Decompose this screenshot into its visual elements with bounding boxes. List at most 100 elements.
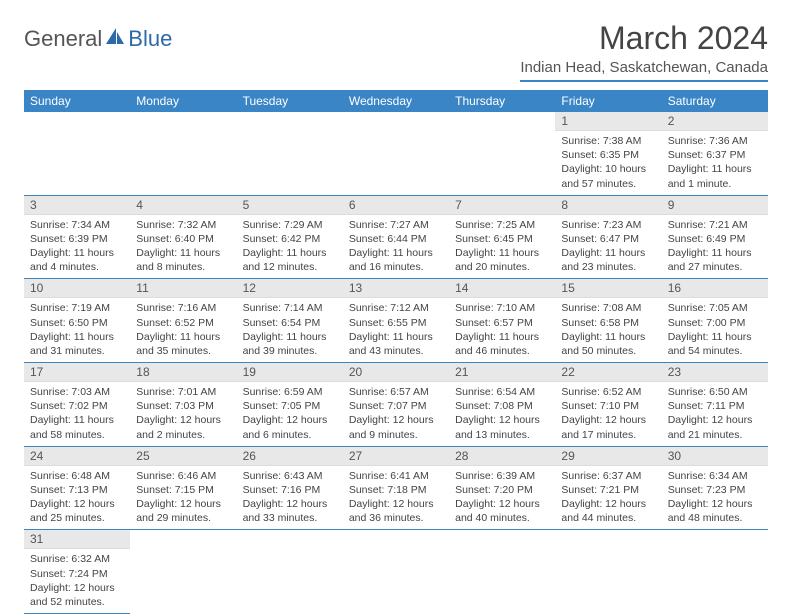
sunrise-text: Sunrise: 6:39 AM — [455, 469, 549, 483]
day-number: 21 — [449, 363, 555, 382]
daylight-text: Daylight: 12 hours and 29 minutes. — [136, 497, 230, 525]
sunset-text: Sunset: 7:15 PM — [136, 483, 230, 497]
daylight-text: Daylight: 11 hours and 16 minutes. — [349, 246, 443, 274]
sunset-text: Sunset: 7:18 PM — [349, 483, 443, 497]
day-number: 5 — [237, 196, 343, 215]
day-body: Sunrise: 6:46 AMSunset: 7:15 PMDaylight:… — [130, 466, 236, 530]
calendar-day-cell: 12Sunrise: 7:14 AMSunset: 6:54 PMDayligh… — [237, 279, 343, 363]
sunrise-text: Sunrise: 7:10 AM — [455, 301, 549, 315]
logo-text-general: General — [24, 26, 102, 52]
calendar-day-cell — [130, 112, 236, 195]
day-number: 6 — [343, 196, 449, 215]
daylight-text: Daylight: 11 hours and 8 minutes. — [136, 246, 230, 274]
daylight-text: Daylight: 12 hours and 25 minutes. — [30, 497, 124, 525]
calendar-week-row: 17Sunrise: 7:03 AMSunset: 7:02 PMDayligh… — [24, 363, 768, 447]
daylight-text: Daylight: 11 hours and 58 minutes. — [30, 413, 124, 441]
day-number: 4 — [130, 196, 236, 215]
day-number: 18 — [130, 363, 236, 382]
day-number: 13 — [343, 279, 449, 298]
day-number: 25 — [130, 447, 236, 466]
calendar-day-cell — [237, 112, 343, 195]
calendar-day-cell: 5Sunrise: 7:29 AMSunset: 6:42 PMDaylight… — [237, 195, 343, 279]
sunrise-text: Sunrise: 6:32 AM — [30, 552, 124, 566]
daylight-text: Daylight: 12 hours and 13 minutes. — [455, 413, 549, 441]
weekday-header: Thursday — [449, 90, 555, 112]
day-body: Sunrise: 6:59 AMSunset: 7:05 PMDaylight:… — [237, 382, 343, 446]
sunrise-text: Sunrise: 7:05 AM — [668, 301, 762, 315]
day-body: Sunrise: 7:14 AMSunset: 6:54 PMDaylight:… — [237, 298, 343, 362]
day-number: 7 — [449, 196, 555, 215]
calendar-day-cell: 27Sunrise: 6:41 AMSunset: 7:18 PMDayligh… — [343, 446, 449, 530]
day-body: Sunrise: 7:29 AMSunset: 6:42 PMDaylight:… — [237, 215, 343, 279]
weekday-header: Monday — [130, 90, 236, 112]
daylight-text: Daylight: 12 hours and 40 minutes. — [455, 497, 549, 525]
sunset-text: Sunset: 6:42 PM — [243, 232, 337, 246]
sunset-text: Sunset: 6:37 PM — [668, 148, 762, 162]
sunrise-text: Sunrise: 6:54 AM — [455, 385, 549, 399]
day-body: Sunrise: 7:36 AMSunset: 6:37 PMDaylight:… — [662, 131, 768, 195]
calendar-day-cell: 9 Sunrise: 7:21 AMSunset: 6:49 PMDaylight… — [662, 195, 768, 279]
sunrise-text: Sunrise: 6:52 AM — [561, 385, 655, 399]
daylight-text: Daylight: 11 hours and 31 minutes. — [30, 330, 124, 358]
sunrise-text: Sunrise: 6:37 AM — [561, 469, 655, 483]
sunrise-text: Sunrise: 7:03 AM — [30, 385, 124, 399]
daylight-text: Daylight: 12 hours and 6 minutes. — [243, 413, 337, 441]
calendar-day-cell: 16Sunrise: 7:05 AMSunset: 7:00 PMDayligh… — [662, 279, 768, 363]
calendar-day-cell: 15Sunrise: 7:08 AMSunset: 6:58 PMDayligh… — [555, 279, 661, 363]
sunrise-text: Sunrise: 7:34 AM — [30, 218, 124, 232]
sunset-text: Sunset: 6:54 PM — [243, 316, 337, 330]
sunrise-text: Sunrise: 7:21 AM — [668, 218, 762, 232]
sunset-text: Sunset: 6:57 PM — [455, 316, 549, 330]
daylight-text: Daylight: 11 hours and 27 minutes. — [668, 246, 762, 274]
calendar-day-cell: 2Sunrise: 7:36 AMSunset: 6:37 PMDaylight… — [662, 112, 768, 195]
day-number: 9 — [662, 196, 768, 215]
day-body: Sunrise: 7:01 AMSunset: 7:03 PMDaylight:… — [130, 382, 236, 446]
sunset-text: Sunset: 6:40 PM — [136, 232, 230, 246]
daylight-text: Daylight: 11 hours and 1 minute. — [668, 162, 762, 190]
sunset-text: Sunset: 6:44 PM — [349, 232, 443, 246]
location-text: Indian Head, Saskatchewan, Canada — [520, 59, 768, 82]
sunset-text: Sunset: 6:49 PM — [668, 232, 762, 246]
calendar-day-cell: 11Sunrise: 7:16 AMSunset: 6:52 PMDayligh… — [130, 279, 236, 363]
sunrise-text: Sunrise: 6:34 AM — [668, 469, 762, 483]
calendar-day-cell: 14Sunrise: 7:10 AMSunset: 6:57 PMDayligh… — [449, 279, 555, 363]
day-number: 29 — [555, 447, 661, 466]
day-number: 28 — [449, 447, 555, 466]
sunrise-text: Sunrise: 7:16 AM — [136, 301, 230, 315]
day-number: 30 — [662, 447, 768, 466]
sunset-text: Sunset: 7:03 PM — [136, 399, 230, 413]
calendar-day-cell — [343, 112, 449, 195]
sunset-text: Sunset: 7:00 PM — [668, 316, 762, 330]
calendar-day-cell: 3Sunrise: 7:34 AMSunset: 6:39 PMDaylight… — [24, 195, 130, 279]
daylight-text: Daylight: 12 hours and 9 minutes. — [349, 413, 443, 441]
daylight-text: Daylight: 11 hours and 43 minutes. — [349, 330, 443, 358]
sunset-text: Sunset: 6:58 PM — [561, 316, 655, 330]
daylight-text: Daylight: 12 hours and 48 minutes. — [668, 497, 762, 525]
sunset-text: Sunset: 7:24 PM — [30, 567, 124, 581]
sunset-text: Sunset: 7:08 PM — [455, 399, 549, 413]
weekday-header-row: SundayMondayTuesdayWednesdayThursdayFrid… — [24, 90, 768, 112]
calendar-day-cell: 21 Sunrise: 6:54 AMSunset: 7:08 PMDayligh… — [449, 363, 555, 447]
sunrise-text: Sunrise: 7:32 AM — [136, 218, 230, 232]
day-body: Sunrise: 6:37 AMSunset: 7:21 PMDaylight:… — [555, 466, 661, 530]
calendar-day-cell — [662, 530, 768, 614]
sunset-text: Sunset: 7:07 PM — [349, 399, 443, 413]
calendar-week-row: 31Sunrise: 6:32 AMSunset: 7:24 PMDayligh… — [24, 530, 768, 614]
sunrise-text: Sunrise: 6:41 AM — [349, 469, 443, 483]
calendar-week-row: 3Sunrise: 7:34 AMSunset: 6:39 PMDaylight… — [24, 195, 768, 279]
calendar-day-cell: 22Sunrise: 6:52 AMSunset: 7:10 PMDayligh… — [555, 363, 661, 447]
sunset-text: Sunset: 7:13 PM — [30, 483, 124, 497]
weekday-header: Sunday — [24, 90, 130, 112]
calendar-day-cell: 8Sunrise: 7:23 AMSunset: 6:47 PMDaylight… — [555, 195, 661, 279]
day-body: Sunrise: 7:10 AMSunset: 6:57 PMDaylight:… — [449, 298, 555, 362]
daylight-text: Daylight: 12 hours and 2 minutes. — [136, 413, 230, 441]
calendar-day-cell: 17Sunrise: 7:03 AMSunset: 7:02 PMDayligh… — [24, 363, 130, 447]
calendar-day-cell — [449, 112, 555, 195]
day-number: 20 — [343, 363, 449, 382]
day-number: 1 — [555, 112, 661, 131]
day-body: Sunrise: 6:34 AMSunset: 7:23 PMDaylight:… — [662, 466, 768, 530]
day-body: Sunrise: 7:32 AMSunset: 6:40 PMDaylight:… — [130, 215, 236, 279]
day-number: 26 — [237, 447, 343, 466]
day-body: Sunrise: 6:39 AMSunset: 7:20 PMDaylight:… — [449, 466, 555, 530]
day-body: Sunrise: 7:34 AMSunset: 6:39 PMDaylight:… — [24, 215, 130, 279]
